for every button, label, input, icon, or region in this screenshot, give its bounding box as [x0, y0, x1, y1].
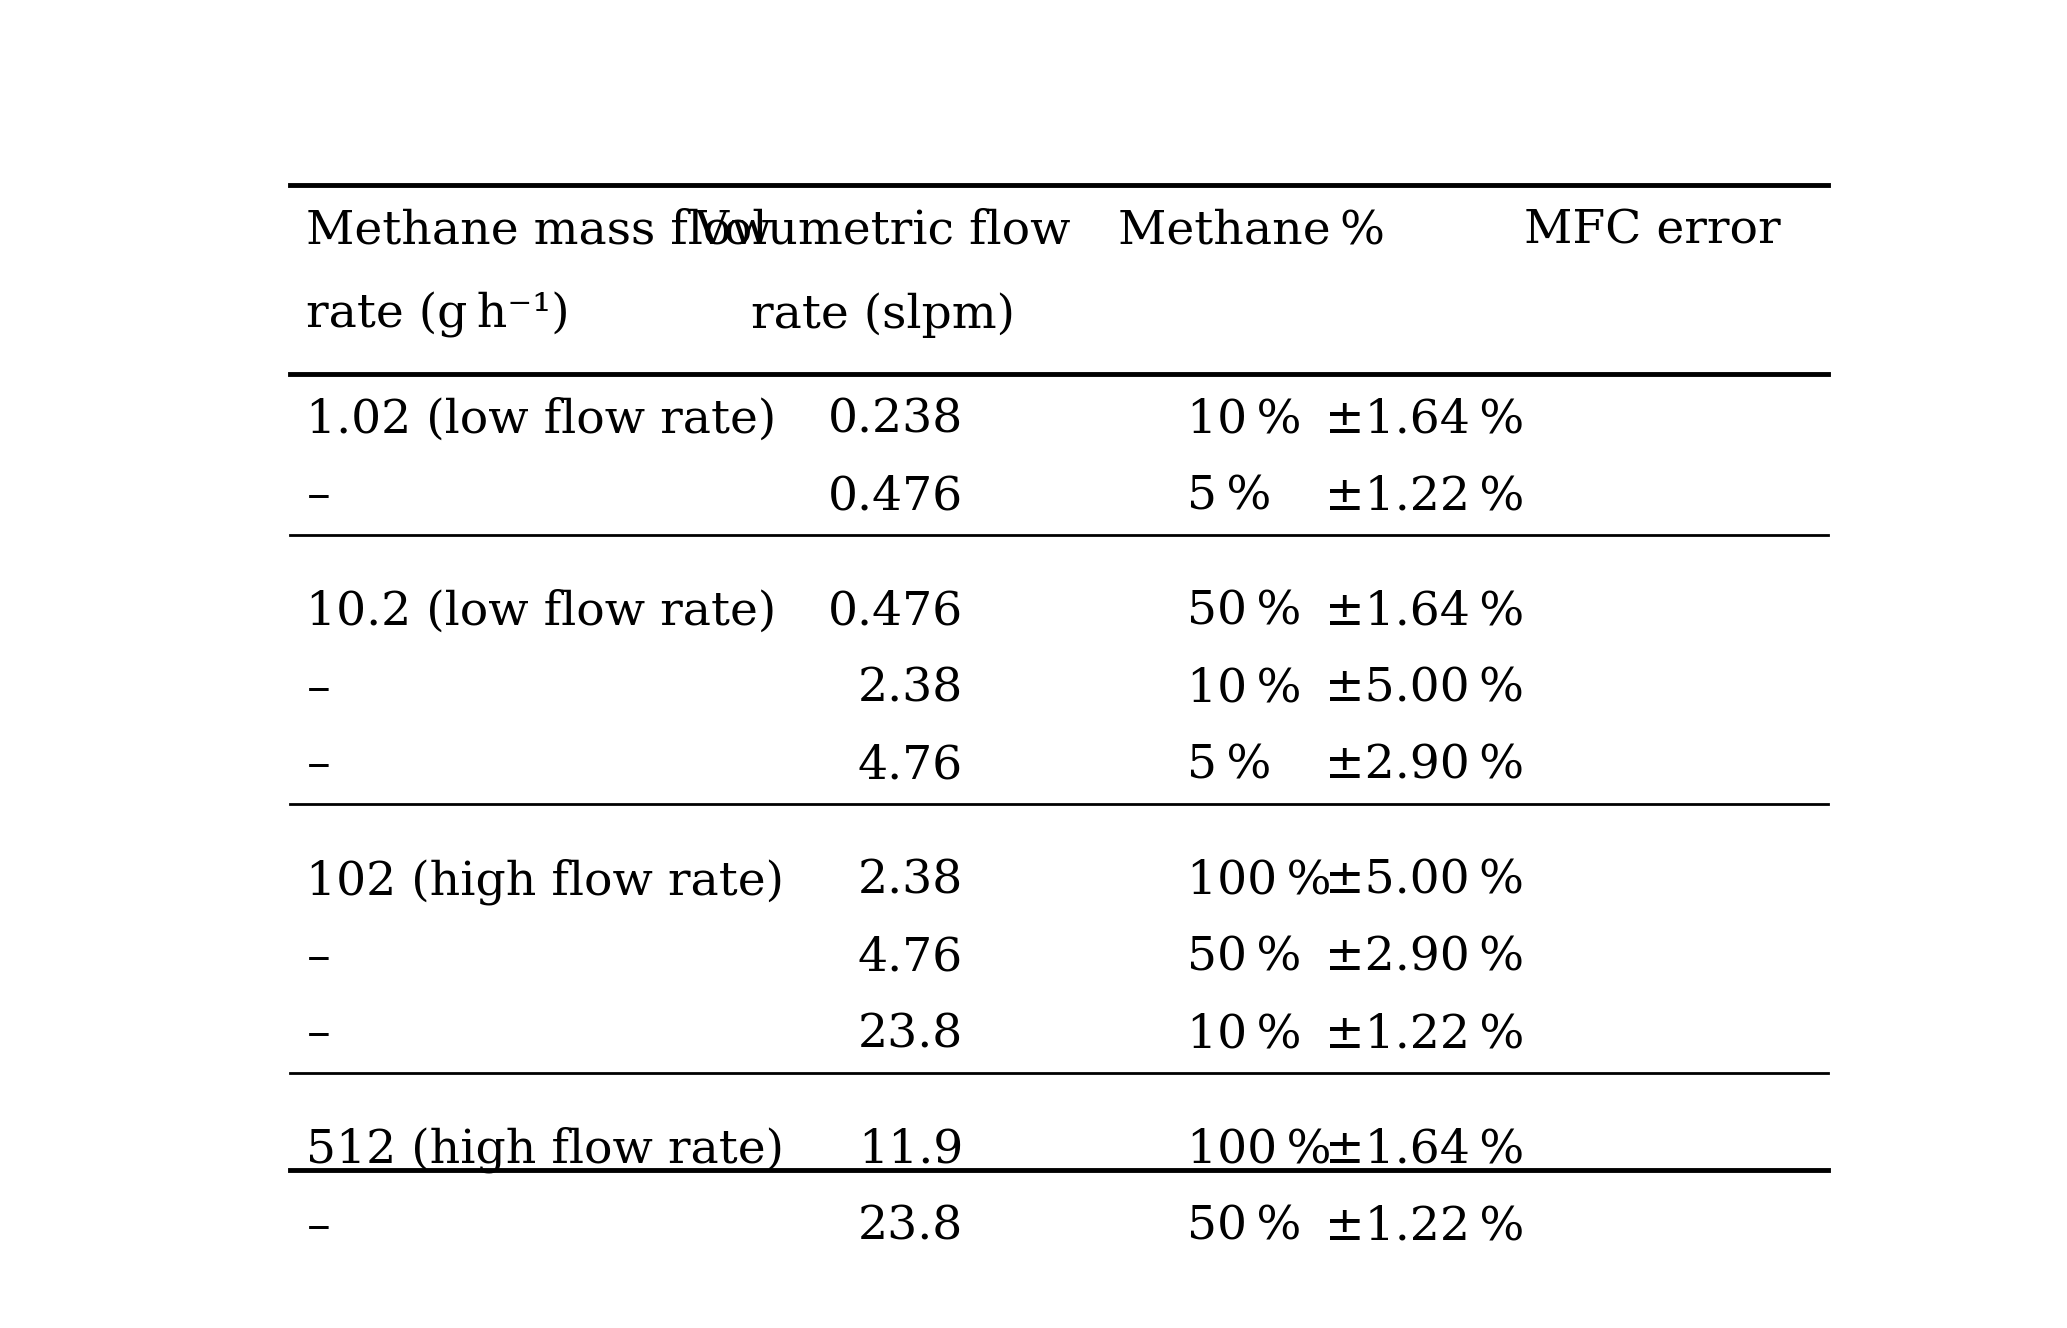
Text: Volumetric flow: Volumetric flow — [695, 208, 1071, 254]
Text: 0.476: 0.476 — [829, 474, 963, 519]
Text: –: – — [306, 1204, 331, 1250]
Text: ±1.22 %: ±1.22 % — [1325, 1012, 1523, 1057]
Text: 5 %: 5 % — [1186, 744, 1271, 789]
Text: 23.8: 23.8 — [858, 1012, 963, 1057]
Text: ±2.90 %: ±2.90 % — [1325, 744, 1523, 789]
Text: 512 (high flow rate): 512 (high flow rate) — [306, 1127, 785, 1174]
Text: 5 %: 5 % — [1186, 474, 1271, 519]
Text: ±1.22 %: ±1.22 % — [1325, 474, 1523, 519]
Text: 0.476: 0.476 — [829, 590, 963, 635]
Text: ±1.64 %: ±1.64 % — [1325, 397, 1523, 442]
Text: 50 %: 50 % — [1186, 590, 1302, 635]
Text: MFC error: MFC error — [1523, 208, 1780, 254]
Text: –: – — [306, 474, 331, 519]
Text: 10 %: 10 % — [1186, 397, 1302, 442]
Text: 23.8: 23.8 — [858, 1204, 963, 1250]
Text: 50 %: 50 % — [1186, 1204, 1302, 1250]
Text: 10 %: 10 % — [1186, 1012, 1302, 1057]
Text: 10.2 (low flow rate): 10.2 (low flow rate) — [306, 590, 777, 635]
Text: 4.76: 4.76 — [858, 935, 963, 980]
Text: 50 %: 50 % — [1186, 935, 1302, 980]
Text: 4.76: 4.76 — [858, 744, 963, 789]
Text: 10 %: 10 % — [1186, 667, 1302, 712]
Text: 2.38: 2.38 — [858, 859, 963, 904]
Text: Methane %: Methane % — [1118, 208, 1385, 254]
Text: –: – — [306, 744, 331, 789]
Text: rate (slpm): rate (slpm) — [750, 292, 1015, 337]
Text: ±2.90 %: ±2.90 % — [1325, 935, 1523, 980]
Text: ±1.64 %: ±1.64 % — [1325, 1127, 1523, 1173]
Text: ±5.00 %: ±5.00 % — [1325, 859, 1523, 904]
Text: Methane mass flow: Methane mass flow — [306, 208, 773, 254]
Text: 0.238: 0.238 — [829, 397, 963, 442]
Text: 11.9: 11.9 — [858, 1127, 963, 1173]
Text: –: – — [306, 935, 331, 980]
Text: 100 %: 100 % — [1186, 1127, 1331, 1173]
Text: 1.02 (low flow rate): 1.02 (low flow rate) — [306, 397, 777, 442]
Text: –: – — [306, 667, 331, 712]
Text: ±1.22 %: ±1.22 % — [1325, 1204, 1523, 1250]
Text: 102 (high flow rate): 102 (high flow rate) — [306, 858, 785, 904]
Text: ±1.64 %: ±1.64 % — [1325, 590, 1523, 635]
Text: rate (g h⁻¹): rate (g h⁻¹) — [306, 292, 570, 337]
Text: 2.38: 2.38 — [858, 667, 963, 712]
Text: 100 %: 100 % — [1186, 859, 1331, 904]
Text: ±5.00 %: ±5.00 % — [1325, 667, 1523, 712]
Text: –: – — [306, 1012, 331, 1057]
